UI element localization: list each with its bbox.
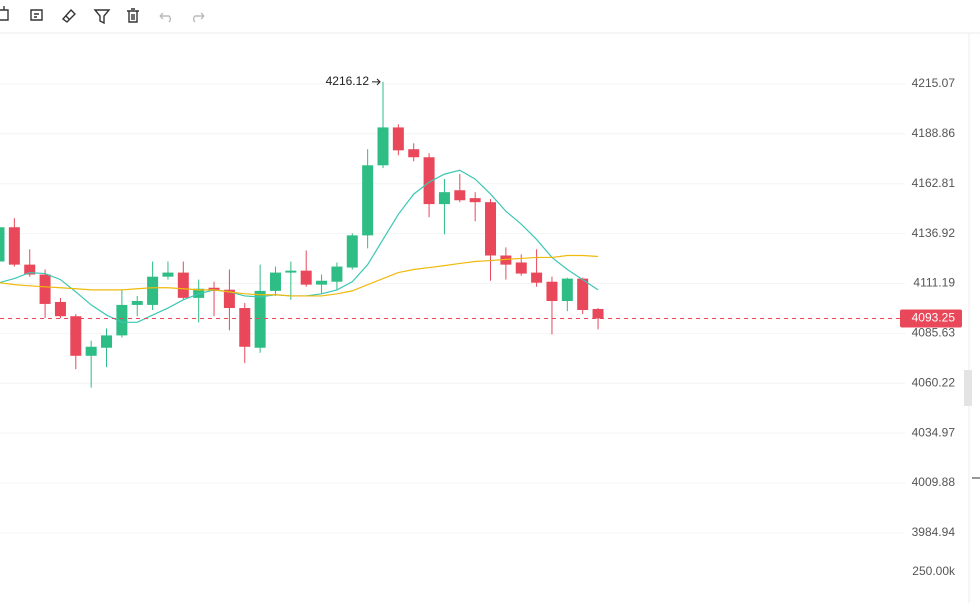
undo-icon[interactable] (159, 12, 171, 23)
candle-body (101, 335, 113, 348)
scroll-handle[interactable] (964, 370, 972, 406)
y-tick-label: 4034.97 (912, 425, 956, 439)
candle-body (39, 274, 51, 304)
candle-body (377, 127, 389, 166)
redo-icon[interactable] (193, 12, 205, 23)
y-tick-label: 4111.19 (913, 276, 955, 290)
candle-body (269, 272, 281, 291)
candle-body (515, 262, 527, 274)
candle-body (147, 276, 159, 305)
candle-body (239, 308, 251, 347)
candle-body (454, 190, 466, 201)
candle-body (116, 304, 128, 336)
last-price-box (900, 309, 962, 328)
candle-body (362, 165, 374, 236)
candle-body (54, 301, 66, 317)
tool-icon[interactable] (93, 9, 111, 25)
y-tick-label: 4060.22 (912, 375, 956, 389)
candle-body (131, 301, 143, 305)
tool-icon[interactable] (0, 6, 9, 21)
y-tick-label: 4162.81 (912, 176, 956, 190)
candle-body (500, 255, 512, 265)
candle-body (561, 278, 573, 302)
y-tick-label: 4188.86 (912, 126, 956, 140)
candle-body (331, 266, 343, 282)
tool-icon[interactable] (127, 8, 139, 23)
candle-body (408, 149, 420, 158)
candle-body (469, 198, 481, 203)
candle-body (423, 157, 435, 205)
candle-body (438, 192, 450, 205)
last-price-label: 4093.25 (912, 311, 956, 325)
candle-body (162, 272, 174, 277)
candle-body (285, 270, 297, 273)
candle-body (392, 127, 404, 151)
volume-tick-label: 250.00k (912, 564, 956, 578)
candle-body (70, 316, 82, 356)
candle-body (531, 272, 543, 283)
candle-body (223, 289, 235, 309)
candle-body (300, 270, 312, 285)
high-arrow (372, 78, 381, 86)
candle-body (177, 272, 189, 298)
moving-average-line (0, 254, 599, 297)
candle-body (8, 227, 20, 265)
candle-body (0, 227, 5, 262)
candle-body (85, 346, 97, 356)
y-tick-label: 4215.07 (912, 76, 956, 90)
toolbar (0, 6, 205, 25)
candle-body (485, 202, 497, 256)
y-tick-label: 4136.92 (912, 226, 956, 240)
y-tick-label: 4009.88 (912, 475, 956, 489)
tool-icon[interactable] (30, 9, 43, 21)
candle-body (592, 309, 604, 319)
tool-icon[interactable] (61, 8, 76, 23)
high-label: 4216.12 (326, 74, 370, 88)
y-tick-label: 3984.94 (912, 525, 956, 539)
candle-body (346, 235, 358, 268)
candle-body (316, 280, 328, 285)
candle-body (577, 278, 589, 310)
candle-body (254, 290, 266, 348)
candle-body (24, 264, 36, 275)
candle-body (546, 281, 558, 302)
y-tick-label: 4085.63 (912, 326, 956, 340)
